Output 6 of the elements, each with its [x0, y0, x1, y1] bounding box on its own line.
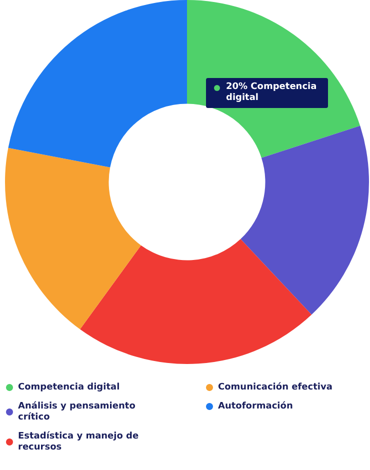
- legend-label: Análisis y pensamiento crítico: [18, 400, 139, 422]
- legend-label: Estadística y manejo de recursos: [18, 430, 142, 452]
- legend-label: Competencia digital: [18, 382, 120, 392]
- legend-label: Comunicación efectiva: [218, 382, 332, 392]
- tooltip-box: 20% Competencia digital: [206, 78, 328, 108]
- legend-label: Autoformación: [218, 400, 293, 412]
